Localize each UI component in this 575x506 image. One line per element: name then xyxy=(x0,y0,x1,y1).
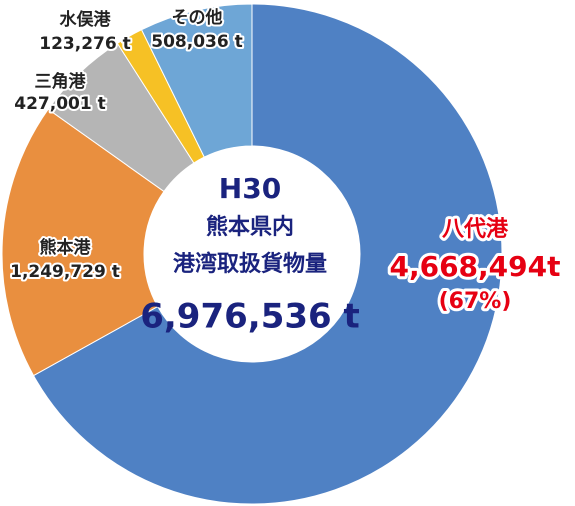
center-text: 熊本県内 xyxy=(206,214,294,240)
slice-value: 1,249,729 t xyxy=(10,262,120,282)
slice-name: 八代港 xyxy=(442,217,509,242)
slice-name: 水俣港 xyxy=(60,9,112,30)
slice-name: 三角港 xyxy=(35,71,87,92)
slice-percent: (67%) xyxy=(439,289,512,314)
slice-value: 4,668,494t xyxy=(389,250,560,283)
center-text: 6,976,536 t xyxy=(140,297,360,337)
slice-value: 427,001 t xyxy=(14,94,105,114)
slice-name: 熊本港 xyxy=(40,237,92,258)
slice-value: 508,036 t xyxy=(151,32,242,52)
center-text: H30 xyxy=(219,172,281,205)
hole xyxy=(144,146,360,362)
slice-name: その他 xyxy=(172,7,223,28)
center-text: 港湾取扱貨物量 xyxy=(173,251,327,277)
slice-value: 123,276 t xyxy=(39,34,130,54)
